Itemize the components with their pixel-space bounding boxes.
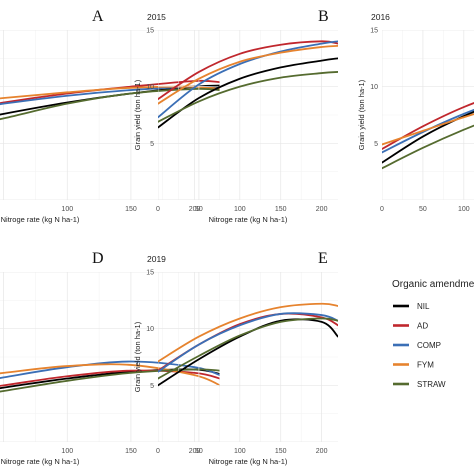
panel-letter: E: [318, 250, 328, 267]
panel-title: 2015: [147, 12, 166, 22]
y-axis-label: Grain yield (ton ha-1): [133, 321, 142, 392]
x-tick-label: 150: [125, 206, 137, 213]
series-line-nil: [158, 57, 338, 129]
series-line-straw: [158, 71, 338, 123]
y-tick-label: 5: [150, 141, 154, 148]
y-tick-label: 15: [370, 28, 378, 35]
x-tick-label: 100: [61, 448, 73, 455]
x-tick-label: 0: [380, 206, 384, 213]
x-tick-label: 200: [316, 448, 328, 455]
x-tick-label: 50: [195, 206, 203, 213]
legend-label-straw: STRAW: [417, 380, 446, 389]
y-tick-label: 10: [370, 84, 378, 91]
y-tick-label: 15: [146, 270, 154, 277]
grid: [158, 272, 338, 442]
panel-letter: D: [92, 250, 104, 267]
panel-2: 0 50 100 150 200 5 10 15 Nitroge rate (kg N ha-1…: [133, 8, 338, 224]
series-group: [158, 40, 338, 129]
y-tick-label: 10: [146, 84, 154, 91]
series-line-nil: [382, 110, 474, 164]
series-line-fym: [158, 44, 338, 105]
series-line-comp: [382, 108, 474, 154]
series-line-fym: [158, 302, 338, 363]
legend-label-comp: COMP: [417, 341, 441, 350]
grid: [382, 30, 474, 200]
panel-5: 0 50 100 150 200 5 10 15 Nitroge rate (kg N ha-1…: [133, 250, 338, 466]
x-tick-label: 150: [275, 206, 287, 213]
series-line-straw: [158, 317, 338, 380]
series-line-comp: [0, 360, 220, 379]
x-axis-label: Nitroge rate (kg N ha-1): [209, 457, 288, 466]
x-tick-label: 200: [189, 206, 201, 213]
panel-title: 2019: [147, 254, 166, 264]
x-tick-label: 200: [189, 448, 201, 455]
series-group: [158, 302, 338, 387]
series-group: [0, 360, 220, 393]
x-axis-label: Nitroge rate (kg N ha-1): [1, 215, 80, 224]
legend-label-ad: AD: [417, 322, 428, 331]
x-tick-label: 100: [234, 206, 246, 213]
x-tick-label: 50: [195, 448, 203, 455]
x-axis-label: Nitroge rate (kg N ha-1): [209, 215, 288, 224]
series-line-straw: [0, 87, 220, 121]
y-axis-label: Grain yield (ton ha-1): [133, 79, 142, 150]
x-tick-label: 0: [156, 448, 160, 455]
series-line-straw: [0, 368, 220, 393]
legend-label-nil: NIL: [417, 302, 430, 311]
series-line-ad: [382, 102, 474, 150]
panel-title: 2016: [371, 12, 390, 22]
x-tick-label: 200: [316, 206, 328, 213]
series-line-comp: [158, 40, 338, 119]
x-tick-label: 150: [275, 448, 287, 455]
panel-letter: B: [318, 8, 329, 25]
series-line-fym: [382, 113, 474, 146]
grid: [158, 30, 338, 200]
y-tick-label: 5: [150, 383, 154, 390]
series-line-ad: [0, 369, 220, 387]
legend-label-fym: FYM: [417, 361, 434, 370]
series-line-fym: [0, 363, 220, 387]
x-tick-label: 100: [61, 206, 73, 213]
panel-letter: A: [92, 8, 104, 25]
x-tick-label: 150: [125, 448, 137, 455]
x-tick-label: 50: [419, 206, 427, 213]
x-tick-label: 100: [234, 448, 246, 455]
legend-title: Organic amendments: [392, 279, 474, 290]
x-tick-label: 100: [458, 206, 470, 213]
y-tick-label: 15: [146, 28, 154, 35]
series-line-comp: [158, 312, 338, 373]
x-axis-label: Nitroge rate (kg N ha-1): [1, 457, 80, 466]
series-line-straw: [382, 124, 474, 170]
panel-3: 0 50 100 5 10 15 Grain yield (ton ha-1) 2016: [357, 12, 474, 213]
legend: Organic amendments NIL AD COMP FYM STRAW: [392, 279, 474, 389]
x-tick-label: 0: [156, 206, 160, 213]
y-tick-label: 5: [374, 141, 378, 148]
series-line-ad: [158, 40, 338, 101]
y-axis-label: Grain yield (ton ha-1): [357, 79, 366, 150]
series-group: [382, 102, 474, 170]
y-tick-label: 10: [146, 326, 154, 333]
